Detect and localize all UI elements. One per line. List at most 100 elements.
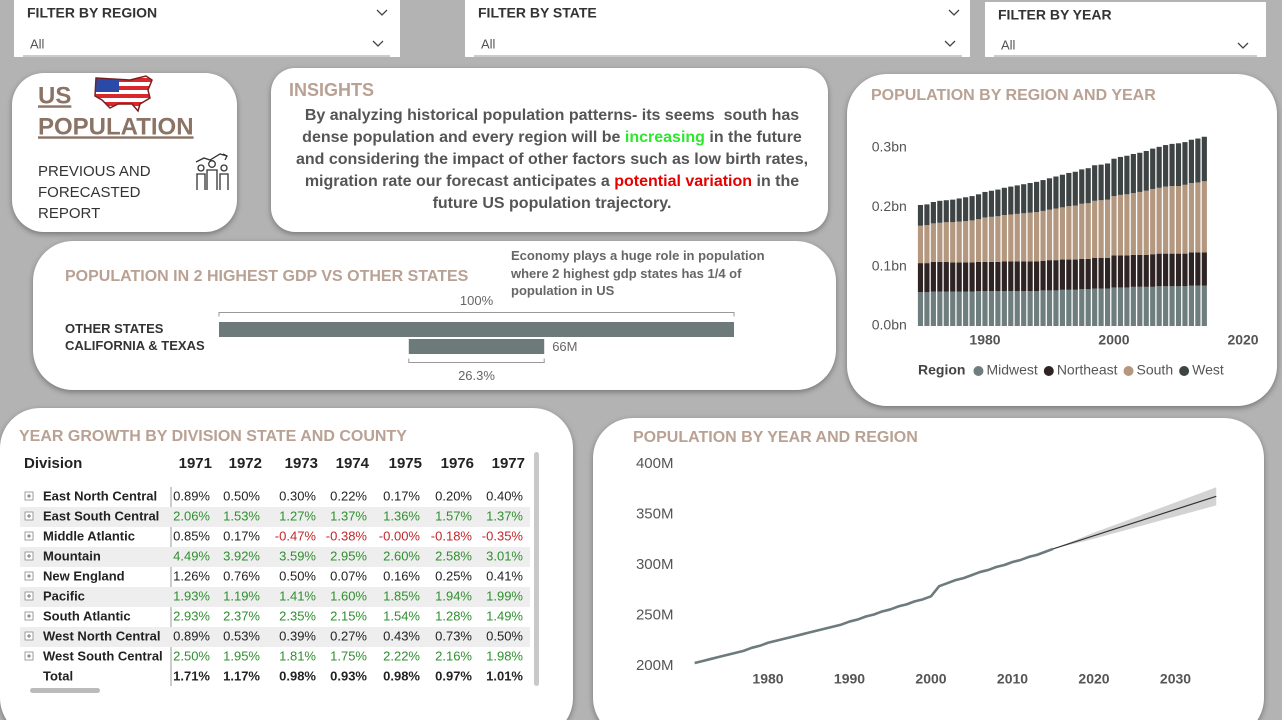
bar-segment: [1182, 142, 1188, 185]
highlight-text: potential variation: [614, 173, 753, 190]
bar-segment: [1150, 188, 1156, 255]
legend-marker: [973, 366, 984, 376]
scrollbar[interactable]: [30, 688, 100, 693]
filter-dropdown[interactable]: [994, 42, 1257, 57]
row-label: East North Central: [43, 488, 157, 503]
bar-segment: [1143, 286, 1149, 326]
people-icon: [195, 153, 229, 190]
filter-value[interactable]: All: [1001, 37, 1016, 52]
y-tick-label: 0.0bn: [872, 317, 907, 333]
column-header: 1972: [229, 455, 262, 472]
header-title: POPULATION: [38, 113, 194, 140]
cell: 2.22%: [383, 648, 420, 663]
bar-segment: [1143, 150, 1149, 191]
bar-segment: [969, 220, 975, 263]
bar-segment: [1143, 254, 1149, 287]
bar-segment: [1182, 184, 1188, 254]
bar-segment: [1014, 290, 1020, 326]
bar-segment: [1085, 203, 1091, 259]
bar-segment: [1014, 261, 1020, 291]
cell: 0.25%: [435, 568, 472, 583]
bar-segment: [1124, 287, 1130, 326]
bar-segment: [1046, 260, 1053, 291]
funnel-bar: [219, 322, 734, 337]
bar-segment: [1040, 260, 1046, 291]
bar-segment: [1098, 200, 1104, 258]
filter-dropdown[interactable]: [23, 9, 390, 57]
y-tick-label: 250M: [636, 606, 674, 623]
bar-segment: [1098, 164, 1104, 201]
percent-label: 100%: [460, 293, 494, 308]
cell: -0.47%: [275, 528, 317, 543]
bar-segment: [963, 262, 969, 292]
x-tick-label: 1990: [834, 671, 865, 687]
row-background: [20, 587, 530, 607]
bar-segment: [1188, 285, 1194, 326]
bar-segment: [1001, 261, 1007, 291]
filter-value[interactable]: All: [481, 36, 496, 51]
bar-segment: [1163, 253, 1169, 287]
cell: 0.27%: [330, 628, 367, 643]
row-label: Middle Atlantic: [43, 528, 135, 543]
cell: 1.81%: [279, 648, 316, 663]
filter-value[interactable]: All: [30, 36, 45, 51]
bar-segment: [1014, 213, 1020, 262]
y-tick-label: 0.1bn: [872, 257, 907, 273]
bar-segment: [924, 263, 930, 293]
bar-segment: [1098, 288, 1104, 326]
bar-segment: [930, 291, 936, 326]
expand-icon-plus: [27, 494, 31, 498]
bar-segment: [1201, 136, 1207, 182]
bar-segment: [956, 262, 962, 292]
bar-segment: [1104, 257, 1111, 289]
x-tick-label: 2020: [1078, 671, 1109, 687]
cell: 0.73%: [435, 628, 472, 643]
insights-card: [271, 68, 828, 232]
bar-segment: [950, 262, 956, 292]
bar-segment: [1163, 286, 1169, 326]
bar-segment: [950, 199, 956, 223]
x-tick-label: 1980: [969, 332, 1000, 348]
legend-title: Region: [918, 362, 965, 378]
bar-segment: [995, 189, 1001, 217]
bar-segment: [1079, 289, 1085, 326]
cell: 1.49%: [486, 608, 523, 623]
bar-segment: [1111, 158, 1117, 197]
bar-segment: [1008, 214, 1014, 262]
bar-segment: [1046, 209, 1053, 261]
cell: 2.50%: [173, 648, 210, 663]
bar-segment: [1046, 290, 1053, 326]
cell: 1.53%: [223, 508, 260, 523]
filter-dropdown[interactable]: [474, 9, 962, 57]
total-cell: 1.17%: [223, 668, 260, 683]
expand-icon-plus: [27, 654, 31, 658]
bar-segment: [1104, 199, 1111, 258]
bar-segment: [963, 291, 969, 326]
cell: 2.95%: [330, 548, 367, 563]
bar-segment: [1163, 186, 1169, 254]
cell: 3.92%: [223, 548, 260, 563]
bar-segment: [1034, 181, 1040, 213]
x-tick-label: 2030: [1160, 671, 1191, 687]
chevron: [948, 9, 960, 16]
cell: 1.37%: [330, 508, 367, 523]
bar-segment: [1188, 139, 1194, 184]
bar-segment: [1111, 287, 1117, 326]
cell: 2.16%: [435, 648, 472, 663]
bar-segment: [1137, 152, 1143, 192]
bar-segment: [1066, 289, 1072, 326]
x-tick-label: 1980: [752, 671, 783, 687]
bar-segment: [1130, 254, 1136, 287]
header-subtitle: PREVIOUS AND FORECASTED REPORT: [38, 163, 151, 222]
bar-segment: [1117, 156, 1124, 195]
bar-segment: [1046, 178, 1053, 210]
bar-segment: [1040, 290, 1046, 326]
bar-segment: [1169, 143, 1175, 186]
cell: -0.18%: [431, 528, 473, 543]
scrollbar[interactable]: [534, 452, 539, 686]
cell: 0.07%: [330, 568, 367, 583]
bar-segment: [1117, 194, 1124, 256]
bar-segment: [1040, 210, 1046, 261]
cell: 0.50%: [223, 488, 260, 503]
